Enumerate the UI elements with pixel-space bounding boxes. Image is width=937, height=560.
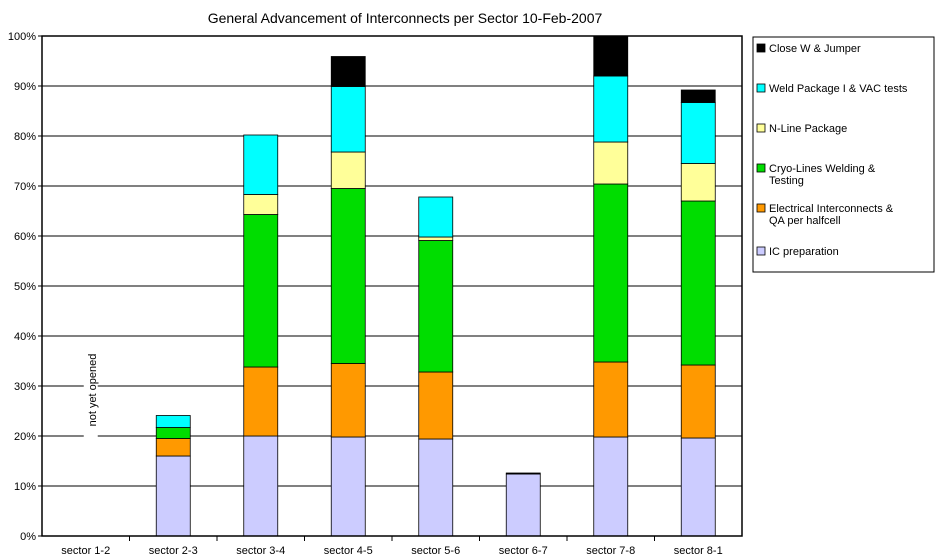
bar-segment-3 <box>680 200 716 366</box>
legend-label: IC preparation <box>769 246 839 258</box>
chart-title: General Advancement of Interconnects per… <box>208 10 603 26</box>
annotation-background <box>83 339 98 441</box>
bar-segment-4 <box>680 163 716 202</box>
legend-label: N-Line Package <box>769 123 847 135</box>
bar-segment-4 <box>243 194 279 215</box>
legend-swatch <box>756 83 766 93</box>
bar-segment-5 <box>243 134 279 195</box>
annotation-text: not yet opened <box>87 354 99 427</box>
bar-segment-6 <box>505 472 541 475</box>
legend-label: Weld Package I & VAC tests <box>769 83 908 95</box>
y-tick-label: 20% <box>14 431 36 443</box>
bar-segment-2 <box>593 361 629 438</box>
x-tick-label: sector 7-8 <box>586 545 635 557</box>
legend-swatch <box>756 246 766 256</box>
y-tick-label: 40% <box>14 331 36 343</box>
y-tick-label: 30% <box>14 381 36 393</box>
bar-segment-1 <box>418 438 454 537</box>
bar-segment-1 <box>243 435 279 537</box>
bar-segment-2 <box>680 364 716 439</box>
legend-box <box>752 36 935 273</box>
bar-segment-1 <box>680 437 716 537</box>
legend: Close W & Jumper Weld Package I & VAC tes… <box>752 36 935 273</box>
x-tick-label: sector 1-2 <box>61 545 110 557</box>
bar-segment-6 <box>680 89 716 103</box>
bar-segment-4 <box>330 151 366 189</box>
legend-swatch <box>756 43 766 53</box>
legend-swatch <box>756 203 766 213</box>
x-tick-label: sector 6-7 <box>499 545 548 557</box>
y-tick-label: 90% <box>14 81 36 93</box>
x-tick-label: sector 5-6 <box>411 545 460 557</box>
legend-label: QA per halfcell <box>769 215 841 227</box>
y-tick-label: 80% <box>14 131 36 143</box>
bar-segment-3 <box>418 240 454 373</box>
y-tick-label: 70% <box>14 181 36 193</box>
bar-segment-3 <box>593 183 629 363</box>
y-tick-label: 100% <box>8 31 36 43</box>
x-tick-label: sector 8-1 <box>674 545 723 557</box>
bar-segment-2 <box>243 366 279 437</box>
bar-segment-5 <box>155 415 191 428</box>
y-tick-label: 60% <box>14 231 36 243</box>
x-tick-label: sector 4-5 <box>324 545 373 557</box>
y-tick-label: 0% <box>20 531 36 543</box>
bar-segment-3 <box>155 427 191 439</box>
y-tick-label: 10% <box>14 481 36 493</box>
bar-segment-1 <box>593 436 629 537</box>
bar-segment-1 <box>505 473 541 537</box>
plot-area: 0% 10% 20% 30% 40% 50% 60% 70% 80% 90% 100% sector … <box>8 31 743 557</box>
x-tick-label: sector 3-4 <box>236 545 285 557</box>
legend-label: Testing <box>769 175 804 187</box>
bar-segment-3 <box>243 214 279 368</box>
legend-swatch <box>756 123 766 133</box>
bar-segment-2 <box>418 371 454 440</box>
bar-segment-4 <box>593 141 629 185</box>
legend-label: Cryo-Lines Welding & <box>769 163 876 175</box>
bar-segment-1 <box>155 455 191 537</box>
bar-segment-2 <box>155 438 191 457</box>
bar-segment-6 <box>330 56 366 87</box>
legend-label: Close W & Jumper <box>769 43 861 55</box>
legend-swatch <box>756 163 766 173</box>
legend-label: Electrical Interconnects & <box>769 203 894 215</box>
bar-segment-4 <box>418 236 454 241</box>
bar-segment-6 <box>593 35 629 77</box>
bar-segment-2 <box>330 363 366 438</box>
bar-segment-5 <box>418 196 454 238</box>
x-tick-label: sector 2-3 <box>149 545 198 557</box>
y-tick-label: 50% <box>14 281 36 293</box>
bar-segment-5 <box>680 102 716 164</box>
bar-segment-5 <box>330 86 366 153</box>
bar-segment-3 <box>330 188 366 364</box>
plot-border <box>41 35 743 537</box>
bar-segment-5 <box>593 75 629 143</box>
bar-segment-1 <box>330 436 366 537</box>
